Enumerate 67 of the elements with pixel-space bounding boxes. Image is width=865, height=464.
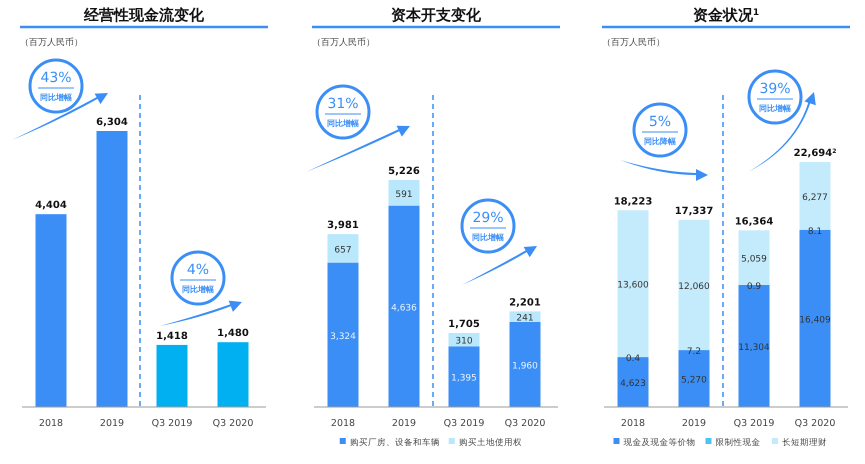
- x-tick-label: 2018: [620, 418, 646, 429]
- data-label: 5,059: [741, 254, 768, 265]
- x-tick-label: 2019: [392, 418, 416, 429]
- total-label: 1,705: [448, 318, 480, 330]
- text: 同比增幅: [40, 93, 72, 102]
- x-tick-label: Q3 2020: [212, 418, 254, 429]
- data-label: 12,060: [678, 282, 710, 292]
- data-label: 16,409: [799, 315, 832, 326]
- legend-label: 长短期理财: [782, 437, 827, 448]
- data-label: 657: [334, 245, 352, 256]
- data-label: 1,480: [217, 328, 249, 340]
- legend-label: 限制性现金: [716, 437, 760, 448]
- total-label: 18,223: [614, 196, 652, 208]
- chart-title: 经营性现金流变化: [83, 6, 205, 24]
- x-tick-label: Q3 2019: [444, 418, 484, 429]
- annotation: 同比增幅: [472, 233, 504, 242]
- x-tick-label: 2019: [100, 418, 124, 429]
- data-label: 4,404: [35, 200, 67, 212]
- x-tick-label: 2018: [330, 418, 356, 429]
- text: 同比降幅: [644, 137, 676, 146]
- data-label: 8.1: [808, 226, 822, 237]
- chart-subtitle: （百万人民币）: [602, 37, 665, 48]
- annotation: 同比增幅: [182, 285, 214, 294]
- legend-label: 购买厂房、设备和车辆: [350, 437, 440, 448]
- chart-subtitle: （百万人民币）: [20, 37, 83, 48]
- x-tick-label: Q3 2019: [734, 418, 774, 429]
- total-label: 22,694$^{2}$: [794, 148, 836, 159]
- data-label: 0.9: [746, 282, 762, 292]
- text: 5%: [648, 114, 672, 130]
- data-label: 3,324: [330, 332, 356, 342]
- annotation: 29%: [472, 210, 504, 226]
- data-label: 1,960: [512, 361, 538, 372]
- chart-title: 资本开支变化: [391, 6, 482, 24]
- chart-subtitle: （百万人民币）: [312, 37, 375, 48]
- data-label: 0.4: [626, 354, 640, 364]
- data-label: 6,277: [802, 192, 828, 203]
- x-tick-label: Q3 2020: [794, 418, 836, 429]
- text: 43%: [40, 70, 72, 86]
- data-label: 7.2: [686, 347, 702, 358]
- x-tick-label: Q3 2020: [504, 418, 546, 429]
- x-tick-label: Q3 2019: [152, 418, 192, 429]
- data-label: 4,636: [391, 303, 418, 314]
- data-label: 310: [455, 336, 473, 347]
- annotation: 4%: [186, 262, 210, 278]
- x-tick-label: 2019: [682, 418, 706, 429]
- data-label: 11,304: [738, 342, 770, 353]
- text: 31%: [327, 96, 359, 112]
- total-label: 17,337: [674, 206, 714, 217]
- data-label: 13,600: [617, 280, 650, 291]
- text: 39%: [759, 81, 791, 97]
- data-label: 241: [516, 314, 534, 324]
- x-tick-label: 2018: [38, 418, 64, 429]
- data-label: 1,418: [156, 330, 188, 342]
- chart-title: 资金状况$^{1}$: [692, 6, 760, 24]
- data-label: 591: [395, 190, 413, 200]
- total-label: 2,201: [509, 297, 541, 308]
- data-label: 1,395: [451, 374, 477, 384]
- text: 同比增幅: [759, 104, 791, 113]
- total-label: 3,981: [327, 220, 359, 232]
- data-label: 5,270: [681, 376, 708, 386]
- data-label: 6,304: [96, 117, 128, 128]
- data-label: 4,623: [620, 379, 646, 390]
- text: 同比增幅: [327, 119, 359, 128]
- legend-label: 现金及现金等价物: [624, 437, 696, 448]
- total-label: 5,226: [388, 166, 420, 177]
- legend-label: 购买土地使用权: [458, 437, 522, 448]
- total-label: 16,364: [734, 216, 774, 228]
